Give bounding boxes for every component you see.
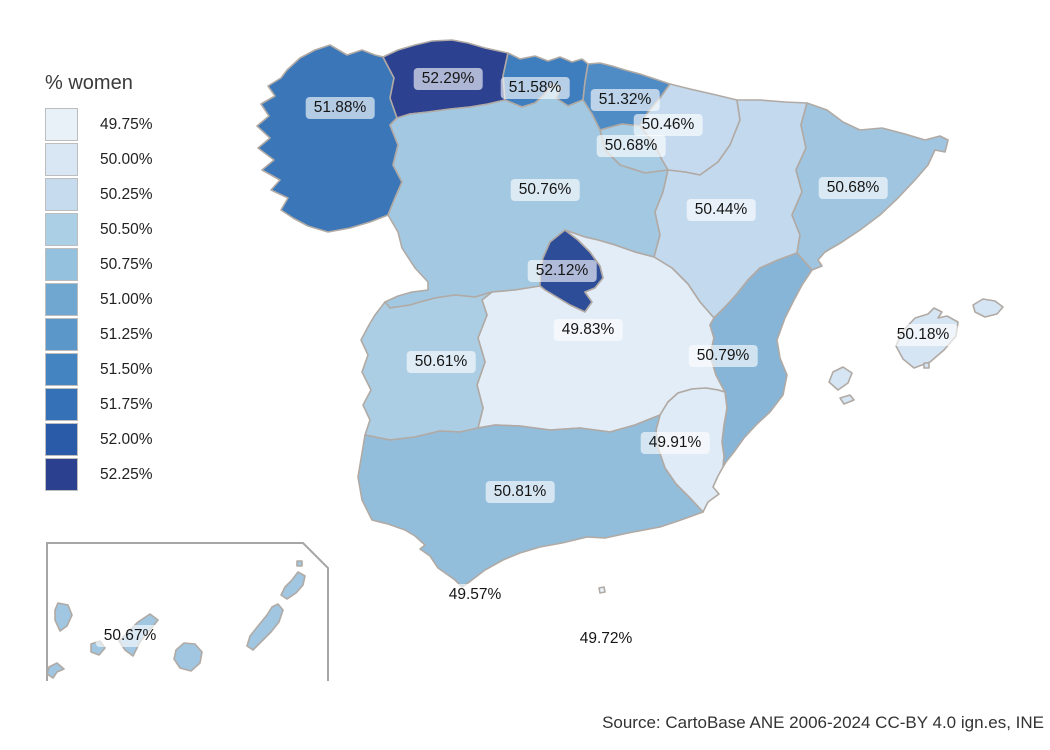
value-label-valencia: 50.79% (688, 345, 758, 367)
legend-label: 50.00% (100, 150, 153, 168)
value-label-canarias: 50.67% (95, 625, 165, 647)
value-label-murcia: 49.91% (640, 432, 710, 454)
value-label-la-rioja: 50.68% (596, 135, 666, 157)
legend-label: 52.25% (100, 465, 153, 483)
island-lanzarote (280, 571, 306, 600)
legend-swatch (45, 283, 78, 316)
value-label-andalucia: 50.81% (485, 481, 555, 503)
island-la-graciosa (296, 560, 303, 567)
legend-row: 51.25% (45, 317, 153, 352)
value-label-melilla: 49.72% (571, 628, 641, 650)
legend-swatch (45, 353, 78, 386)
island-el-hierro (46, 662, 65, 679)
legend-title: % women (45, 72, 133, 94)
value-label-aragon: 50.44% (686, 199, 756, 221)
value-label-catalonia: 50.68% (818, 177, 888, 199)
island-ibiza (828, 366, 853, 391)
legend-swatch (45, 178, 78, 211)
legend-row: 52.25% (45, 457, 153, 492)
value-label-navarra: 50.46% (633, 114, 703, 136)
value-label-asturias: 52.29% (413, 68, 483, 90)
legend-row: 51.00% (45, 282, 153, 317)
canary-inset-frame (46, 542, 329, 681)
island-cabrera (923, 362, 930, 369)
value-label-ceuta: 49.57% (440, 584, 510, 606)
legend-swatch (45, 388, 78, 421)
legend-label: 51.75% (100, 395, 153, 413)
legend-swatch (45, 458, 78, 491)
legend-row: 50.50% (45, 212, 153, 247)
island-formentera (839, 394, 855, 405)
legend-swatch (45, 143, 78, 176)
legend-swatch (45, 318, 78, 351)
legend-swatch (45, 108, 78, 141)
legend-label: 51.25% (100, 325, 153, 343)
legend-label: 50.25% (100, 185, 153, 203)
source-attribution: Source: CartoBase ANE 2006-2024 CC-BY 4.… (602, 713, 1044, 732)
legend: % women 49.75% 50.00% 50.25% 50.50% 50.7… (45, 72, 153, 492)
value-label-baleares: 50.18% (888, 324, 958, 346)
region-canarias (46, 560, 306, 679)
legend-swatch (45, 423, 78, 456)
legend-row: 49.75% (45, 107, 153, 142)
island-fuerteventura (246, 603, 284, 651)
legend-row: 51.75% (45, 387, 153, 422)
value-label-basque-country: 51.32% (590, 89, 660, 111)
legend-row: 51.50% (45, 352, 153, 387)
value-label-madrid: 52.12% (527, 260, 597, 282)
legend-rows: 49.75% 50.00% 50.25% 50.50% 50.75% 51.00… (45, 107, 153, 492)
legend-label: 51.50% (100, 360, 153, 378)
value-label-castilla-leon: 50.76% (510, 179, 580, 201)
legend-row: 50.00% (45, 142, 153, 177)
legend-swatch (45, 248, 78, 281)
legend-row: 50.75% (45, 247, 153, 282)
region-ceuta (598, 586, 606, 594)
island-gran-canaria (173, 642, 203, 672)
legend-swatch (45, 213, 78, 246)
legend-label: 50.75% (100, 255, 153, 273)
value-label-galicia: 51.88% (305, 97, 375, 119)
value-label-castilla-mancha: 49.83% (553, 319, 623, 341)
legend-row: 50.25% (45, 177, 153, 212)
value-label-cantabria: 51.58% (500, 77, 570, 99)
legend-label: 51.00% (100, 290, 153, 308)
value-label-extremadura: 50.61% (406, 351, 476, 373)
island-menorca (972, 298, 1004, 318)
region-galicia (256, 44, 403, 233)
legend-label: 49.75% (100, 115, 153, 133)
region-baleares (828, 298, 1004, 405)
legend-label: 52.00% (100, 430, 153, 448)
legend-label: 50.50% (100, 220, 153, 238)
island-la-palma (54, 602, 73, 632)
legend-row: 52.00% (45, 422, 153, 457)
